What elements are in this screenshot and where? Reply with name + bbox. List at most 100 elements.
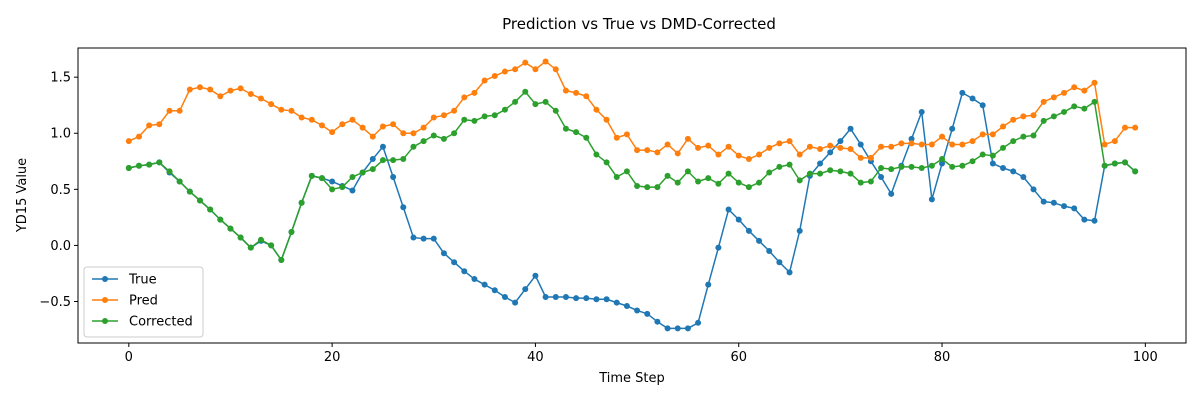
data-point-corrected [1020, 133, 1027, 140]
data-point-pred [796, 151, 803, 158]
data-point-corrected [1030, 132, 1037, 139]
legend-label-corrected: Corrected [129, 315, 193, 330]
data-point-pred [440, 112, 447, 119]
data-point-corrected [684, 168, 691, 175]
data-point-corrected [288, 228, 295, 235]
data-point-pred [888, 143, 895, 150]
data-point-true [857, 141, 864, 148]
data-point-corrected [420, 138, 427, 145]
data-point-true [664, 325, 671, 332]
data-point-true [847, 125, 854, 132]
data-point-corrected [329, 186, 336, 193]
data-point-true [888, 190, 895, 197]
data-point-true [918, 108, 925, 115]
data-point-pred [695, 144, 702, 151]
data-point-true [705, 281, 712, 288]
data-point-true [827, 149, 834, 156]
data-point-pred [542, 58, 549, 65]
data-point-true [420, 235, 427, 242]
data-point-corrected [634, 182, 641, 189]
data-point-corrected [705, 175, 712, 182]
data-point-pred [532, 66, 539, 73]
data-point-corrected [135, 162, 142, 169]
x-axis-label: Time Step [598, 371, 665, 386]
data-point-corrected [827, 167, 834, 174]
data-point-pred [806, 143, 813, 150]
legend-label-true: True [128, 273, 157, 288]
data-point-corrected [440, 135, 447, 142]
data-point-pred [827, 142, 834, 149]
data-point-pred [227, 87, 234, 94]
data-point-corrected [512, 98, 519, 105]
legend-box [83, 266, 204, 338]
data-point-corrected [532, 101, 539, 108]
data-point-pred [928, 141, 935, 148]
data-point-pred [837, 144, 844, 151]
data-point-corrected [1132, 168, 1139, 175]
data-point-corrected [339, 184, 346, 191]
data-point-corrected [461, 116, 468, 123]
data-point-pred [461, 94, 468, 101]
legend-marker-corrected [102, 318, 108, 324]
data-point-pred [562, 87, 569, 94]
data-point-true [634, 307, 641, 314]
data-point-true [969, 95, 976, 102]
data-point-pred [979, 131, 986, 138]
data-point-pred [166, 107, 173, 114]
data-point-corrected [837, 168, 844, 175]
data-point-corrected [257, 236, 264, 243]
data-point-corrected [522, 88, 529, 95]
data-point-corrected [664, 172, 671, 179]
data-point-corrected [989, 152, 996, 159]
data-point-corrected [695, 178, 702, 185]
data-point-pred [684, 135, 691, 142]
chart-title: Prediction vs True vs DMD-Corrected [502, 15, 776, 33]
data-point-corrected [501, 106, 508, 113]
data-point-true [471, 276, 478, 283]
data-point-corrected [776, 163, 783, 170]
x-tick-label: 0 [125, 350, 133, 365]
data-point-corrected [928, 162, 935, 169]
data-point-corrected [176, 178, 183, 185]
data-point-true [776, 259, 783, 266]
data-point-pred [644, 147, 651, 154]
data-point-pred [1122, 124, 1129, 131]
data-point-true [1000, 165, 1007, 172]
series-line-true [128, 92, 1136, 330]
data-point-corrected [298, 199, 305, 206]
data-point-corrected [308, 172, 315, 179]
data-point-true [603, 296, 610, 303]
data-point-corrected [1111, 160, 1118, 167]
data-point-true [1030, 186, 1037, 193]
data-point-true [583, 295, 590, 302]
data-point-pred [745, 156, 752, 163]
data-point-corrected [796, 177, 803, 184]
data-point-true [837, 138, 844, 145]
data-point-pred [1010, 116, 1017, 123]
data-point-corrected [247, 244, 254, 251]
data-point-true [552, 294, 559, 301]
data-point-true [410, 234, 417, 241]
data-point-pred [1101, 141, 1108, 148]
data-point-true [715, 244, 722, 251]
data-point-pred [207, 86, 214, 93]
data-point-pred [705, 142, 712, 149]
data-point-pred [674, 150, 681, 157]
data-point-true [623, 302, 630, 309]
data-point-corrected [1000, 144, 1007, 151]
data-point-pred [1061, 89, 1068, 96]
data-point-pred [400, 130, 407, 137]
data-point-pred [725, 143, 732, 150]
data-point-pred [583, 93, 590, 100]
data-point-pred [735, 152, 742, 159]
data-point-true [949, 125, 956, 132]
data-point-true [461, 268, 468, 275]
data-point-corrected [888, 166, 895, 173]
data-point-corrected [217, 216, 224, 223]
data-point-pred [1111, 138, 1118, 145]
data-point-pred [776, 140, 783, 147]
series-pred [125, 58, 1139, 163]
data-point-true [735, 216, 742, 223]
data-point-pred [451, 107, 458, 114]
data-point-true [674, 325, 681, 332]
